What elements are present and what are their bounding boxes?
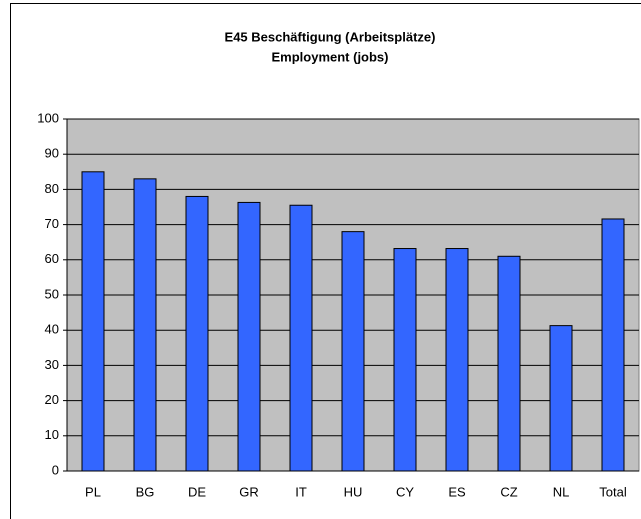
chart-title: E45 Beschäftigung (Arbeitsplätze): [225, 29, 436, 44]
bar: [393, 248, 417, 472]
bar: [81, 171, 105, 472]
y-tick-label: 30: [45, 357, 59, 372]
chart-subtitle: Employment (jobs): [271, 49, 388, 64]
bar: [289, 204, 313, 472]
x-tick-label: CZ: [500, 484, 517, 499]
y-tick-label: 60: [45, 251, 59, 266]
bar: [445, 248, 469, 472]
y-tick-label: 10: [45, 427, 59, 442]
bar: [497, 255, 521, 472]
x-tick-label: GR: [239, 484, 259, 499]
bar: [549, 325, 573, 472]
x-tick-label: PL: [85, 484, 101, 499]
y-tick-label: 80: [45, 181, 59, 196]
x-tick-label: BG: [136, 484, 155, 499]
bar: [185, 195, 209, 472]
bar: [341, 231, 365, 472]
x-tick-label: DE: [188, 484, 206, 499]
bar: [237, 201, 261, 472]
x-tick-label: NL: [553, 484, 570, 499]
x-tick-label: IT: [295, 484, 307, 499]
y-tick-label: 50: [45, 286, 59, 301]
x-tick-label: Total: [599, 484, 627, 499]
y-tick-label: 40: [45, 322, 59, 337]
y-tick-label: 20: [45, 392, 59, 407]
x-tick-label: ES: [448, 484, 466, 499]
x-tick-label: HU: [344, 484, 363, 499]
x-tick-label: CY: [396, 484, 414, 499]
bar: [133, 178, 157, 472]
y-tick-label: 0: [52, 462, 59, 477]
y-tick-label: 70: [45, 216, 59, 231]
y-tick-label: 90: [45, 146, 59, 161]
bar: [601, 218, 625, 472]
y-tick-label: 100: [37, 110, 59, 125]
